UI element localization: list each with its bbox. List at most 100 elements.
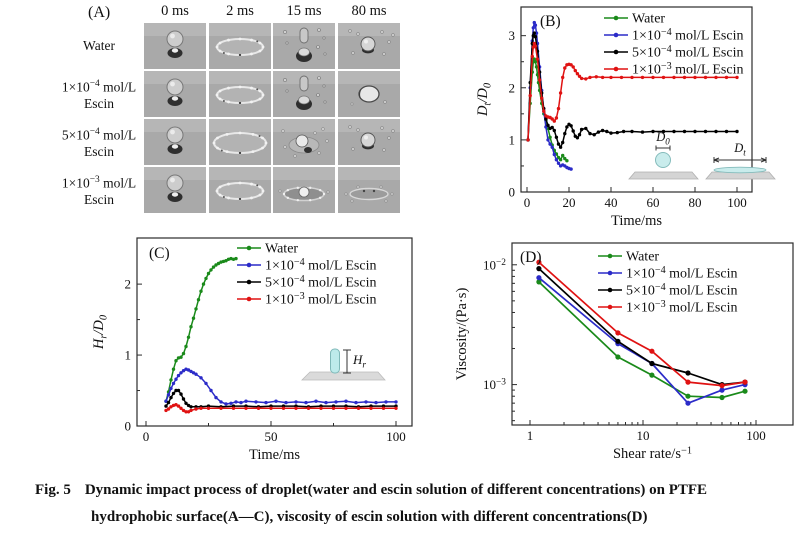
axes-ticks — [521, 35, 738, 193]
droplet-photo-sessile-drop — [338, 71, 400, 117]
photo-content — [283, 75, 327, 110]
axes-ticks — [137, 283, 397, 427]
droplet-photo-spread-ring — [209, 23, 271, 69]
y-axis-title: Hr/D0 — [91, 314, 110, 350]
legend-label: 1×10−4 mol/L Escin — [632, 27, 743, 44]
inset-diagram-d0-dt: D0 Dt — [628, 130, 776, 180]
x-tick-label: 100 — [386, 429, 406, 444]
panel-label: (C) — [149, 245, 170, 262]
photo-content — [278, 186, 330, 202]
legend-label: Water — [632, 12, 665, 27]
y-tick-label: 0 — [509, 185, 516, 200]
row-label-line: Water — [83, 38, 115, 53]
legend-label: 1×10−4 mol/L Escin — [265, 257, 376, 274]
time-header: 80 ms — [351, 3, 387, 19]
y-tick-label: 3 — [509, 28, 516, 43]
plot-box — [511, 242, 794, 426]
row-label-line: Escin — [84, 95, 114, 111]
inset-diagram-hr: Hr — [301, 348, 386, 381]
caption-line-1: Fig. 5 Dynamic impact process of droplet(… — [35, 477, 797, 504]
droplet-photo-retracting-splat — [273, 119, 335, 165]
legend-label: 1×10−3 mol/L Escin — [626, 299, 737, 316]
droplet-photo-droplet-impact — [144, 71, 206, 117]
row-label: Water — [54, 23, 144, 69]
series-escin-1e-3 — [164, 403, 398, 414]
legend-label: 1×10−3 mol/L Escin — [632, 61, 743, 78]
caption-text-1: Dynamic impact process of droplet(water … — [84, 482, 708, 498]
droplet-photo-droplet-impact — [144, 119, 206, 165]
x-tick-label: 100 — [727, 195, 747, 210]
time-header: 0 ms — [161, 3, 189, 19]
legend-label: Water — [265, 242, 298, 257]
photo-content — [215, 181, 265, 201]
photo-content — [344, 185, 394, 203]
y-tick-label: 2 — [125, 277, 132, 292]
panel-a-label: (A) — [88, 4, 111, 21]
row-label: 5×10−4 mol/L Escin — [54, 119, 144, 165]
x-tick-label: 100 — [746, 428, 766, 443]
x-axis-title: Shear rate/s−1 — [613, 446, 692, 463]
y-tick-label: 2 — [509, 80, 516, 95]
droplet-photo-spread-ring — [209, 71, 271, 117]
y-axis-title: Viscosity/(Pa·s) — [454, 288, 470, 381]
photo-content — [166, 174, 184, 202]
photo-content — [166, 78, 184, 106]
droplet-photo-rebound-column — [273, 23, 335, 69]
droplet-photo-droplet-impact — [144, 23, 206, 69]
x-tick-label: 1 — [527, 428, 534, 443]
panel-label: (B) — [540, 13, 561, 30]
x-tick-label: 0 — [143, 429, 150, 444]
figure-caption: Fig. 5 Dynamic impact process of droplet(… — [35, 477, 797, 531]
photo-content — [350, 85, 387, 106]
legend-label: 5×10−4 mol/L Escin — [626, 282, 737, 299]
rebound-column-icon — [330, 348, 340, 374]
droplet-photo-rebound-column — [273, 71, 335, 117]
plot-box — [520, 6, 753, 193]
y-tick-label: 1 — [125, 348, 132, 363]
series-escin-1e-3 — [536, 259, 748, 389]
series-water — [536, 279, 748, 401]
y-tick-label: 10−2 — [483, 257, 506, 272]
spread-film-icon — [713, 166, 767, 174]
legend-label: 1×10−4 mol/L Escin — [626, 265, 737, 282]
photo-content — [215, 37, 265, 57]
legend-label: 5×10−4 mol/L Escin — [265, 274, 376, 291]
dt-label: Dt — [733, 141, 746, 158]
legend-label: 5×10−4 mol/L Escin — [632, 44, 743, 61]
photo-content — [166, 30, 184, 58]
droplet-photo-sessile-drop-satellites — [338, 23, 400, 69]
photo-content — [215, 85, 265, 105]
droplet-icon — [655, 152, 671, 168]
droplet-photo-flat-pancake — [338, 167, 400, 213]
x-tick-label: 40 — [605, 195, 618, 210]
plot-box — [136, 237, 413, 427]
row-label: 1×10−3 mol/L Escin — [54, 167, 144, 213]
x-tick-label: 60 — [647, 195, 660, 210]
series-escin-1e-4 — [164, 367, 398, 406]
legend-label: 1×10−3 mol/L Escin — [265, 291, 376, 308]
row-label: 1×10−4 mol/L Escin — [54, 71, 144, 117]
photo-content — [281, 127, 329, 158]
x-tick-label: 10 — [637, 428, 650, 443]
photo-content — [348, 125, 395, 152]
y-tick-label: 10−3 — [483, 377, 506, 392]
x-axis-title: Time/ms — [611, 213, 662, 229]
caption-line-2: hydrophobic surface(A—C), viscosity of e… — [91, 509, 648, 525]
legend-label: Water — [626, 250, 659, 265]
droplet-photo-sessile-drop-satellites — [338, 119, 400, 165]
row-label-line: 1×10−3 mol/L — [61, 175, 137, 191]
row-label-line: 5×10−4 mol/L — [61, 127, 137, 143]
series-escin-5e-4 — [164, 388, 398, 409]
caption-fig-label: Fig. 5 — [35, 482, 71, 498]
time-header: 15 ms — [286, 3, 322, 19]
x-tick-label: 0 — [524, 195, 531, 210]
series-escin-1e-3 — [526, 41, 739, 142]
x-tick-label: 80 — [689, 195, 702, 210]
droplet-photo-flat-splat — [273, 167, 335, 213]
